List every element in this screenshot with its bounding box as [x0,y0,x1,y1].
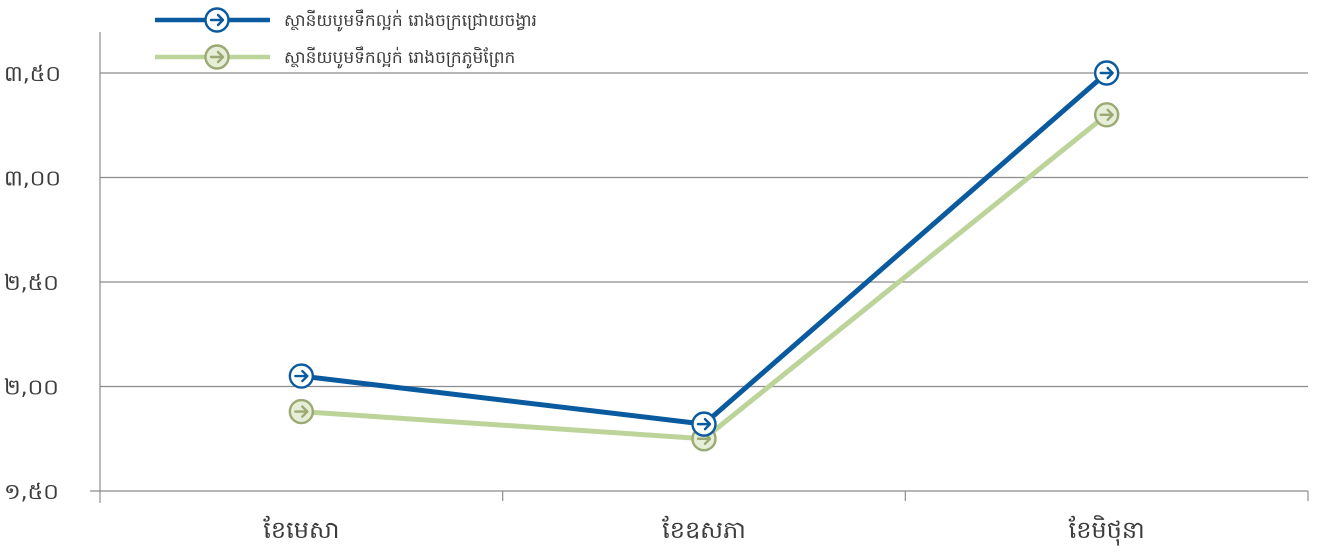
x-category-label: ខែឧសភា [662,515,746,544]
y-tick-label: ២,០០ [4,376,59,401]
gridlines [100,72,1308,388]
y-tick-label: ២,៥០ [4,271,59,296]
legend-marker-icon [204,7,230,33]
x-category-label: ខែមេសា [263,515,339,544]
legend-label: ស្ថានីយបូមទឹកល្អក់ រោងចក្រជ្រោយចង្វារ [284,9,537,32]
marker-arrow-head [1106,66,1114,80]
series-line [298,70,1110,427]
data-point-marker [1093,102,1120,128]
legend-label: ស្ថានីយបូមទឹកល្អក់ រោងចក្រភូមិព្រែក [284,46,515,69]
y-tick-label: ១,៥០ [4,480,59,505]
y-tick-label: ៣,០០ [4,167,61,192]
marker-arrow-head [703,417,712,431]
marker-arrow-head [301,369,309,383]
data-point-marker [288,398,315,425]
x-category-label: ខែមិថុនា [1069,515,1145,546]
marker-arrow-head [301,405,309,418]
legend-marker-icon [204,44,230,70]
data-point-marker [288,363,315,389]
marker-arrow-head [216,50,225,64]
y-tick-label: ៣,៥០ [4,62,61,87]
axes: ១,៥០ ២,០០ ២,៥០ ៣,០០ ៣,៥០ខែមេសា ខែឧសភា ខែមិថុនា [4,32,1309,546]
series-lines [288,60,1120,452]
marker-arrow-head [216,13,225,27]
data-point-marker [1093,60,1120,86]
data-point-marker [691,411,717,437]
legend: ស្ថានីយបូមទឹកល្អក់ រោងចក្រជ្រោយចង្វារស្ថ… [155,7,537,70]
marker-arrow-head [1106,108,1114,122]
